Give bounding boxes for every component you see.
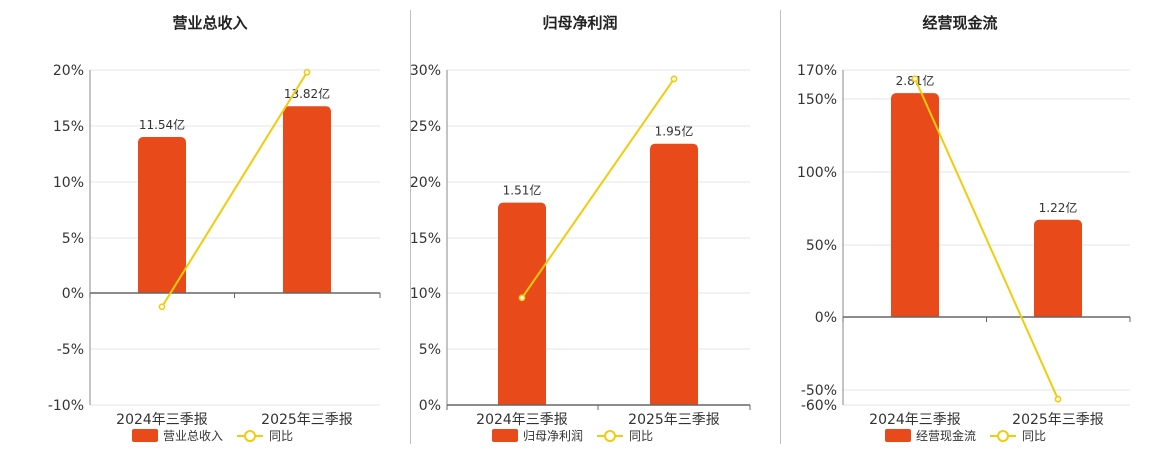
chart2-yoy-point <box>518 294 526 302</box>
panel-divider-1 <box>410 10 411 444</box>
chart2-y-tick-label: 5% <box>419 342 441 358</box>
chart1-y-tick-label: 5% <box>62 231 84 247</box>
chart1-legend-line-marker <box>244 430 256 442</box>
chart3-bar <box>1034 219 1082 317</box>
chart2-x-category-label: 2024年三季报 <box>476 412 568 428</box>
chart1-bar-base <box>138 287 186 293</box>
chart1-legend-line-label: 同比 <box>269 429 293 443</box>
chart2-legend-line-marker <box>604 430 616 442</box>
chart3-legend-line-marker <box>997 430 1009 442</box>
chart1-y-tick-label: 0% <box>62 286 84 302</box>
chart3-x-category-label: 2025年三季报 <box>1012 412 1104 428</box>
chart3-yoy-point <box>911 75 919 83</box>
chart3-y-tick-label: 150% <box>797 92 837 108</box>
chart2-legend-line-label: 同比 <box>629 429 653 443</box>
chart3-yoy-point <box>1054 395 1062 403</box>
chart2-y-tick-label: 30% <box>410 63 441 79</box>
chart3-yoy-line <box>914 78 1059 400</box>
chart2-bar <box>498 202 546 405</box>
chart2-y-tick-label: 20% <box>410 175 441 191</box>
chart3-bar <box>891 93 939 318</box>
chart1-bar-value-label: 11.54亿 <box>139 117 185 132</box>
chart2-bar-value-label: 1.51亿 <box>503 183 542 198</box>
chart2-yoy-point <box>670 75 678 83</box>
chart1-y-tick-label: 15% <box>53 119 84 135</box>
chart1-legend-bar-label: 营业总收入 <box>163 429 223 443</box>
chart2-x-category-label: 2025年三季报 <box>628 412 720 428</box>
chart3-legend-line-label: 同比 <box>1022 429 1046 443</box>
panel-divider-2 <box>780 10 781 444</box>
chart2-yoy-line <box>521 78 675 299</box>
chart2-y-tick-label: 0% <box>419 398 441 414</box>
chart2-bar <box>650 143 698 405</box>
chart3-legend-bar-swatch <box>885 429 911 442</box>
chart1-yoy-point <box>303 68 311 76</box>
chart3-x-category-label: 2024年三季报 <box>869 412 961 428</box>
chart1-y-tick-label: -5% <box>57 342 84 358</box>
chart1-bar-base <box>283 287 331 293</box>
chart3-y-tick-label: 170% <box>797 63 837 79</box>
chart2-title: 归母净利润 <box>542 14 617 32</box>
chart3-legend-bar-label: 经营现金流 <box>916 428 976 443</box>
chart3-bar-value-label: 1.22亿 <box>1039 200 1078 215</box>
chart1-y-tick-label: -10% <box>48 398 84 414</box>
chart3-y-tick-label: -50% <box>801 383 837 399</box>
chart1-bar <box>283 106 331 293</box>
chart3-y-tick-label: -60% <box>801 398 837 414</box>
chart1-x-category-label: 2025年三季报 <box>261 412 353 428</box>
chart1-x-category-label: 2024年三季报 <box>116 412 208 428</box>
chart3-title: 经营现金流 <box>922 14 997 32</box>
chart1-title: 营业总收入 <box>172 14 247 32</box>
chart2-y-tick-label: 15% <box>410 231 441 247</box>
chart2-bar-base <box>650 399 698 405</box>
chart3-y-tick-label: 100% <box>797 165 837 181</box>
chart2-y-tick-label: 10% <box>410 286 441 302</box>
chart1-bar <box>138 137 186 293</box>
chart3-bar-base <box>1034 311 1082 317</box>
chart3-y-tick-label: 50% <box>806 238 837 254</box>
chart1-yoy-line <box>161 71 308 308</box>
chart2-bar-value-label: 1.95亿 <box>655 124 694 139</box>
chart3-bar-base <box>891 311 939 317</box>
chart1-y-tick-label: 10% <box>53 175 84 191</box>
chart3-y-tick-label: 0% <box>815 310 837 326</box>
chart2-y-tick-label: 25% <box>410 119 441 135</box>
chart2-legend-bar-label: 归母净利润 <box>523 429 583 443</box>
chart2-legend-bar-swatch <box>492 429 518 442</box>
chart1-y-tick-label: 20% <box>53 63 84 79</box>
chart1-yoy-point <box>158 303 166 311</box>
chart1-legend-bar-swatch <box>132 429 158 442</box>
chart2-bar-base <box>498 399 546 405</box>
